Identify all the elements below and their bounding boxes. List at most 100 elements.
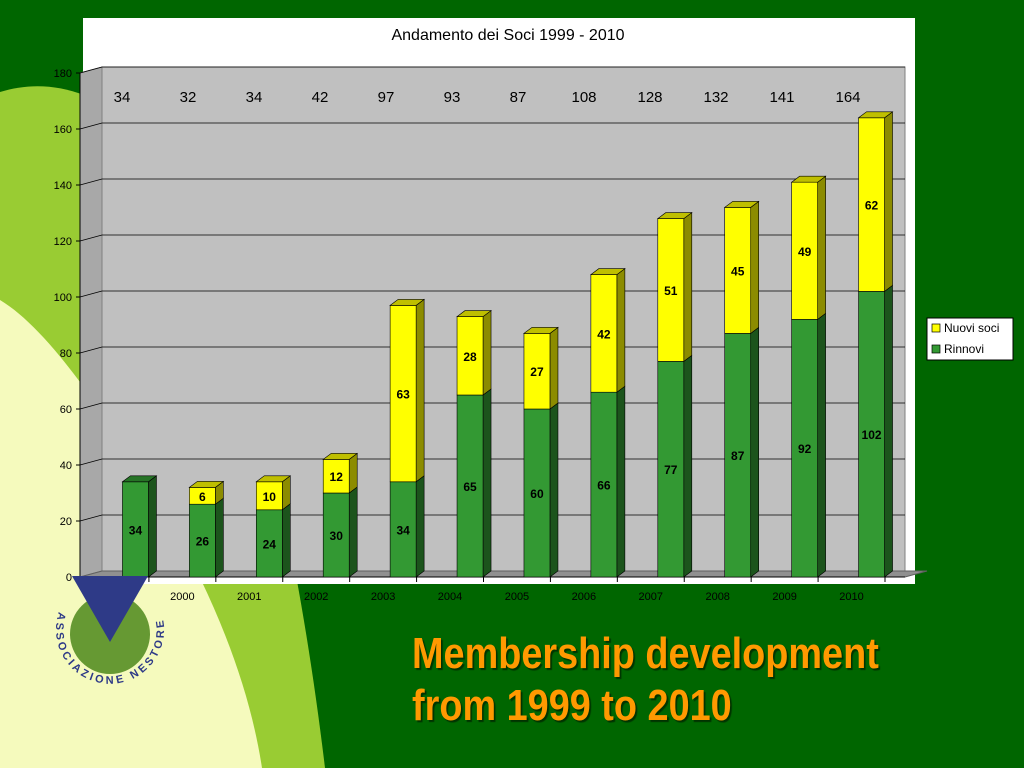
data-label: 26 (196, 535, 210, 549)
data-label: 30 (330, 529, 344, 543)
slide-title-line-2: from 1999 to 2010 (412, 681, 732, 730)
x-tick-label: 2002 (304, 591, 328, 603)
x-tick-label: 2004 (438, 591, 462, 603)
x-tick-label: 2009 (772, 591, 796, 603)
total-label: 164 (835, 89, 860, 106)
total-label: 128 (637, 89, 662, 106)
bar-segment (657, 218, 685, 362)
bar-segment (523, 333, 551, 410)
bar-side (148, 475, 157, 578)
logo-triangle (72, 576, 148, 642)
data-label: 92 (798, 442, 812, 456)
bar-segment (322, 492, 350, 578)
chart-title: Andamento dei Soci 1999 - 2010 (391, 27, 624, 44)
bar-side (348, 486, 358, 578)
data-label: 6 (199, 490, 206, 504)
total-label: 108 (571, 89, 596, 106)
data-label: 77 (664, 463, 678, 477)
data-label: 10 (263, 490, 277, 504)
y-tick-label: 180 (54, 68, 72, 80)
bar-segment (322, 459, 350, 494)
y-tick-label: 0 (66, 572, 72, 584)
bar-side (884, 111, 893, 292)
data-label: 34 (129, 523, 143, 537)
bar-side (616, 385, 626, 578)
gridline (79, 122, 905, 130)
bar-top (121, 475, 158, 483)
bar-segment (590, 391, 618, 578)
y-tick-label: 160 (54, 124, 72, 136)
plot-side-wall (79, 66, 103, 578)
bar-segment (657, 361, 685, 578)
data-label: 27 (530, 365, 544, 379)
bar-segment (456, 394, 484, 578)
bar-side (415, 298, 425, 483)
bar-side (549, 326, 559, 410)
slide-title-line-1: Membership development (412, 629, 879, 678)
legend: Nuovi soci Rinnovi (926, 317, 1014, 361)
total-label: 34 (114, 89, 131, 106)
bar-segment (255, 481, 283, 511)
data-label: 34 (396, 523, 410, 537)
x-tick-label: 2005 (505, 591, 529, 603)
bar-segment (858, 117, 885, 292)
bar-top (188, 481, 225, 488)
plot: 0204060801001201401601803419993426620003… (54, 66, 928, 603)
y-tick-label: 140 (54, 180, 72, 192)
bar-segment (791, 181, 818, 320)
slide-title: Membership development from 1999 to 2010 (412, 628, 879, 732)
bar-side (415, 475, 425, 578)
data-label: 24 (263, 537, 277, 551)
total-label: 97 (378, 89, 395, 106)
data-label: 60 (530, 487, 544, 501)
bar-side (549, 402, 559, 578)
data-label: 87 (731, 449, 745, 463)
x-tick-label: 2006 (572, 591, 596, 603)
legend-swatch-rinnovi (931, 344, 941, 354)
data-label: 28 (463, 350, 477, 364)
gridline (79, 514, 905, 522)
total-label: 93 (444, 89, 461, 106)
bar-segment (523, 408, 551, 578)
data-label: 102 (862, 428, 882, 442)
data-label: 65 (463, 480, 477, 494)
legend-swatch-nuovi-soci (931, 323, 941, 333)
bar-top (322, 453, 359, 460)
bar-side (683, 354, 693, 578)
total-label: 87 (510, 89, 527, 106)
bar-top (589, 268, 626, 275)
bar-segment (791, 319, 818, 578)
total-label: 42 (312, 89, 329, 106)
bar-top (857, 111, 894, 119)
y-tick-label: 60 (60, 404, 72, 416)
bar-segment (724, 207, 752, 334)
bar-top (255, 475, 292, 483)
x-tick-label: 2000 (170, 591, 194, 603)
bar-side (281, 503, 291, 578)
x-tick-label: 2007 (639, 591, 663, 603)
gridline (79, 458, 905, 466)
bar-side (215, 497, 224, 578)
y-tick-label: 80 (60, 348, 72, 360)
data-label: 66 (597, 479, 611, 493)
bar-side (817, 312, 826, 578)
x-tick-label: 2001 (237, 591, 261, 603)
data-label: 63 (396, 388, 410, 402)
bar-side (750, 326, 760, 578)
bar-side (817, 175, 826, 320)
bar-segment (456, 316, 484, 396)
x-tick-label: 2010 (839, 591, 863, 603)
y-tick-label: 100 (54, 292, 72, 304)
bar-side (884, 284, 893, 578)
gridline (79, 402, 905, 410)
bar-segment (389, 481, 417, 578)
data-label: 12 (330, 470, 344, 484)
bar-segment (389, 305, 417, 483)
bar-side (482, 310, 492, 396)
bar-top (523, 327, 559, 334)
y-tick-label: 120 (54, 236, 72, 248)
bar-segment (590, 274, 618, 393)
total-label: 141 (769, 89, 794, 106)
